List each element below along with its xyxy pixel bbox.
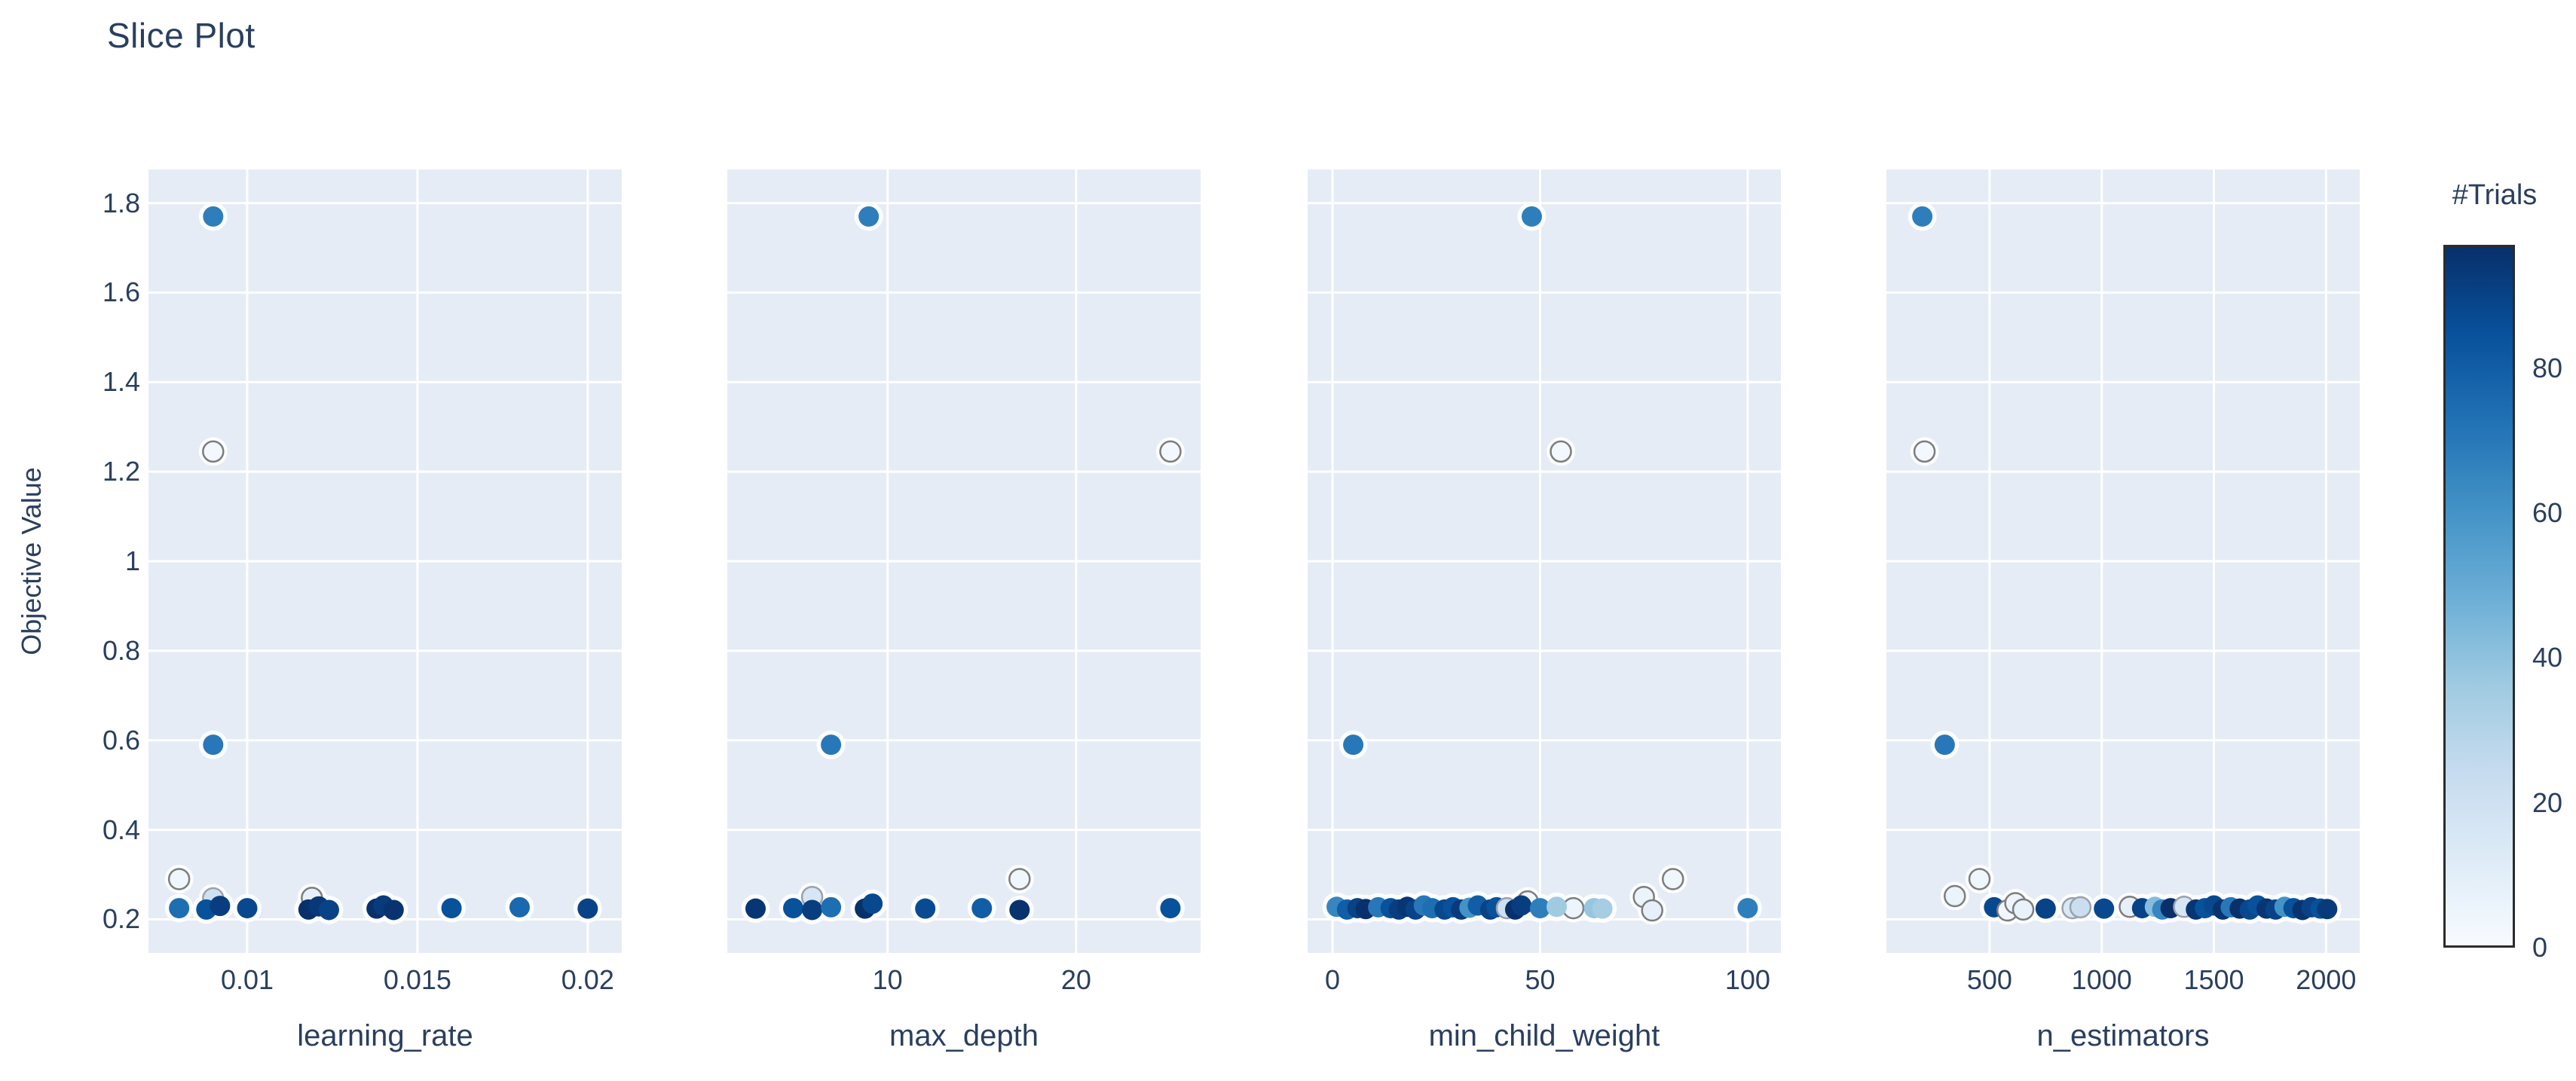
scatter-point[interactable] xyxy=(210,896,231,917)
scatter-point[interactable] xyxy=(862,893,883,915)
scatter-point[interactable] xyxy=(1592,898,1613,919)
scatter-point[interactable] xyxy=(1968,868,1991,890)
colorbar-tick-label: 80 xyxy=(2532,352,2563,383)
colorbar-tick-label: 20 xyxy=(2532,786,2563,818)
y-tick-label: 0.2 xyxy=(102,903,140,935)
scatter-point[interactable] xyxy=(1529,898,1550,919)
scatter-point[interactable] xyxy=(1737,898,1758,919)
x-tick-label: 100 xyxy=(1724,964,1770,995)
subplot-min-child-weight[interactable]: 0 50 100 min_child_weight xyxy=(1308,169,1781,1081)
scatter-point[interactable] xyxy=(802,899,823,921)
x-tick-label: 0.02 xyxy=(561,964,614,995)
scatter-point[interactable] xyxy=(509,896,530,918)
x-tick-label: 1500 xyxy=(2183,964,2244,995)
scatter-point[interactable] xyxy=(1511,895,1532,916)
scatter-point[interactable] xyxy=(2035,898,2056,919)
scatter-point[interactable] xyxy=(1944,884,1966,908)
scatter-point[interactable] xyxy=(2094,898,2115,919)
scatter-point[interactable] xyxy=(383,899,404,921)
scatter-point[interactable] xyxy=(441,898,462,919)
scatter-point[interactable] xyxy=(783,898,804,919)
scatter-point[interactable] xyxy=(203,206,224,227)
scatter-point[interactable] xyxy=(915,898,936,919)
scatter-point[interactable] xyxy=(1913,440,1936,463)
plot-area[interactable] xyxy=(1308,169,1781,953)
scatter-point[interactable] xyxy=(745,898,766,919)
y-axis-ticks: 0.2 0.4 0.6 0.8 1 1.2 1.4 1.6 1.8 xyxy=(45,169,140,953)
scatter-point[interactable] xyxy=(1934,734,1955,756)
colorbar-gradient xyxy=(2443,245,2515,948)
page-title: Slice Plot xyxy=(107,16,255,55)
y-axis-title: Objective Value xyxy=(16,467,47,655)
x-tick-label: 20 xyxy=(1060,964,1091,995)
scatter-point[interactable] xyxy=(1912,206,1933,227)
y-tick-label: 0.6 xyxy=(102,724,140,756)
x-axis-title: max_depth xyxy=(889,1019,1039,1052)
scatter-point[interactable] xyxy=(1343,734,1364,756)
colorbar-tick-label: 60 xyxy=(2532,496,2563,528)
y-tick-label: 1.4 xyxy=(102,366,140,398)
scatter-point[interactable] xyxy=(1641,899,1663,922)
scatter-point[interactable] xyxy=(1550,440,1572,463)
scatter-point[interactable] xyxy=(1009,899,1030,921)
scatter-point[interactable] xyxy=(1160,898,1181,919)
x-tick-label: 0.01 xyxy=(220,964,274,995)
y-tick-label: 0.4 xyxy=(102,814,140,845)
subplot-max-depth[interactable]: 10 20 max_depth xyxy=(727,169,1201,1081)
scatter-point[interactable] xyxy=(858,206,880,227)
x-tick-label: 500 xyxy=(1966,964,2012,995)
subplot-learning-rate[interactable]: 0.01 0.015 0.02 learning_rate xyxy=(148,169,622,1081)
x-tick-label: 0.015 xyxy=(383,964,451,995)
scatter-point[interactable] xyxy=(971,898,993,919)
x-tick-label: 1000 xyxy=(2071,964,2132,995)
y-tick-label: 1.6 xyxy=(102,276,140,308)
x-tick-label: 50 xyxy=(1525,964,1556,995)
scatter-point[interactable] xyxy=(202,440,225,463)
scatter-point[interactable] xyxy=(821,896,842,918)
scatter-point[interactable] xyxy=(1159,440,1182,463)
y-tick-label: 0.8 xyxy=(102,634,140,666)
scatter-point[interactable] xyxy=(1008,868,1031,890)
scatter-point[interactable] xyxy=(1547,896,1568,918)
x-tick-label: 2000 xyxy=(2296,964,2357,995)
scatter-point[interactable] xyxy=(2012,898,2035,921)
colorbar-title: #Trials xyxy=(2452,179,2538,211)
y-tick-label: 1 xyxy=(124,545,140,576)
plot-area[interactable] xyxy=(148,169,622,953)
scatter-point[interactable] xyxy=(2317,899,2338,920)
scatter-point[interactable] xyxy=(2069,896,2092,919)
y-tick-label: 1.8 xyxy=(102,187,140,218)
scatter-point[interactable] xyxy=(1662,868,1684,890)
scatter-point[interactable] xyxy=(318,899,339,921)
x-tick-label: 0 xyxy=(1325,964,1341,995)
x-tick-label: 10 xyxy=(872,964,903,995)
x-axis-title: min_child_weight xyxy=(1428,1019,1660,1052)
x-axis-title: n_estimators xyxy=(2036,1019,2210,1052)
plot-area[interactable] xyxy=(1886,169,2360,953)
colorbar-ticks: 0 20 40 60 80 xyxy=(2532,245,2576,963)
scatter-point[interactable] xyxy=(237,898,258,919)
colorbar-tick-label: 40 xyxy=(2532,642,2563,673)
subplot-n-estimators[interactable]: 500 1000 1500 2000 n_estimators xyxy=(1886,169,2360,1081)
scatter-point[interactable] xyxy=(577,898,598,919)
scatter-point[interactable] xyxy=(1521,206,1542,227)
scatter-point[interactable] xyxy=(203,734,224,756)
y-tick-label: 1.2 xyxy=(102,456,140,487)
colorbar-tick-label: 0 xyxy=(2532,932,2548,963)
x-axis-title: learning_rate xyxy=(297,1019,473,1052)
scatter-point[interactable] xyxy=(821,734,842,756)
plot-area[interactable] xyxy=(727,169,1201,953)
scatter-point[interactable] xyxy=(169,898,190,919)
scatter-point[interactable] xyxy=(167,868,191,890)
